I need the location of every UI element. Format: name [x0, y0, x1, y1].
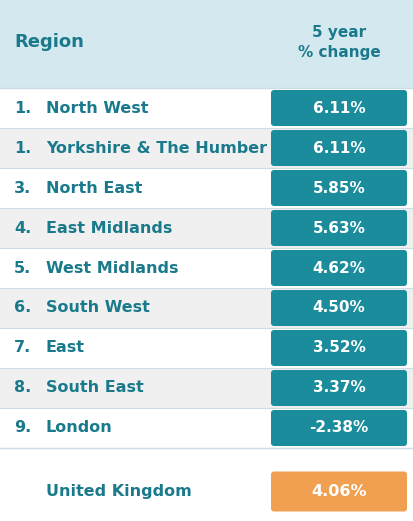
Text: 8.: 8.	[14, 380, 31, 395]
FancyBboxPatch shape	[271, 330, 406, 366]
FancyBboxPatch shape	[271, 210, 406, 246]
Text: 4.06%: 4.06%	[311, 484, 366, 499]
Text: 6.: 6.	[14, 301, 31, 316]
Text: United Kingdom: United Kingdom	[46, 484, 191, 499]
FancyBboxPatch shape	[271, 472, 406, 512]
Text: 5.: 5.	[14, 260, 31, 276]
FancyBboxPatch shape	[271, 410, 406, 446]
FancyBboxPatch shape	[0, 0, 413, 88]
Text: North East: North East	[46, 180, 142, 195]
FancyBboxPatch shape	[0, 462, 413, 521]
Text: East: East	[46, 341, 85, 355]
Text: 9.: 9.	[14, 420, 31, 436]
Text: 6.11%: 6.11%	[312, 101, 364, 116]
Text: Yorkshire & The Humber: Yorkshire & The Humber	[46, 141, 266, 155]
FancyBboxPatch shape	[271, 170, 406, 206]
Text: West Midlands: West Midlands	[46, 260, 178, 276]
FancyBboxPatch shape	[271, 290, 406, 326]
Text: 5 year
% change: 5 year % change	[297, 25, 380, 59]
Text: 1.: 1.	[14, 101, 31, 116]
Text: South West: South West	[46, 301, 150, 316]
FancyBboxPatch shape	[0, 328, 413, 368]
Text: 3.37%: 3.37%	[312, 380, 365, 395]
Text: London: London	[46, 420, 112, 436]
FancyBboxPatch shape	[0, 128, 413, 168]
Text: -2.38%: -2.38%	[309, 420, 368, 436]
Text: East Midlands: East Midlands	[46, 220, 172, 235]
FancyBboxPatch shape	[0, 88, 413, 128]
FancyBboxPatch shape	[0, 368, 413, 408]
FancyBboxPatch shape	[271, 250, 406, 286]
Text: 7.: 7.	[14, 341, 31, 355]
Text: 5.63%: 5.63%	[312, 220, 365, 235]
FancyBboxPatch shape	[271, 90, 406, 126]
FancyBboxPatch shape	[0, 408, 413, 448]
Text: 6.11%: 6.11%	[312, 141, 364, 155]
FancyBboxPatch shape	[0, 248, 413, 288]
FancyBboxPatch shape	[0, 168, 413, 208]
Text: 4.62%: 4.62%	[312, 260, 365, 276]
Text: 1.: 1.	[14, 141, 31, 155]
Text: South East: South East	[46, 380, 143, 395]
FancyBboxPatch shape	[271, 370, 406, 406]
FancyBboxPatch shape	[0, 208, 413, 248]
FancyBboxPatch shape	[271, 130, 406, 166]
Text: 3.52%: 3.52%	[312, 341, 365, 355]
Text: 3.: 3.	[14, 180, 31, 195]
Text: Region: Region	[14, 33, 84, 51]
Text: North West: North West	[46, 101, 148, 116]
Text: 4.: 4.	[14, 220, 31, 235]
Text: 4.50%: 4.50%	[312, 301, 365, 316]
Text: 5.85%: 5.85%	[312, 180, 365, 195]
FancyBboxPatch shape	[0, 288, 413, 328]
